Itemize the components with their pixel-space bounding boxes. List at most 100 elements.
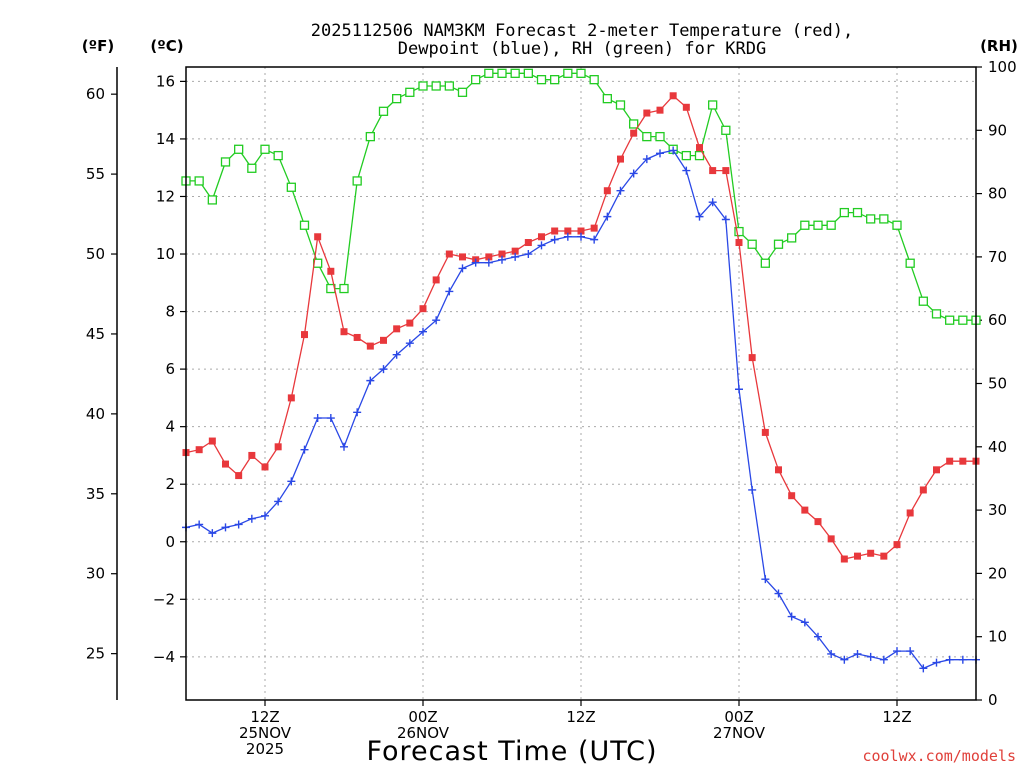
temperature-point	[261, 463, 269, 471]
x-tick-label: 12Z	[882, 708, 911, 726]
celsius-tick-label: 8	[165, 303, 175, 321]
rh-tick-label: 30	[988, 501, 1007, 519]
rh-point	[418, 81, 428, 91]
temperature-point	[893, 541, 901, 549]
temperature-point	[946, 457, 954, 465]
temperature-point	[630, 129, 638, 137]
temperature-point	[353, 333, 361, 341]
rh-point	[299, 220, 310, 230]
x-tick-label: 2025	[246, 740, 284, 758]
rh-point	[365, 131, 375, 142]
credit-text: coolwx.com/models	[862, 747, 1016, 765]
rh-point	[655, 131, 665, 142]
dewpoint-point	[261, 511, 269, 520]
rh-tick-label: 80	[988, 185, 1007, 203]
rh-point	[405, 87, 415, 97]
x-tick-label: 00Z	[408, 708, 437, 726]
fahrenheit-tick-label: 40	[86, 405, 105, 423]
rh-point	[444, 81, 454, 91]
rh-point	[536, 75, 547, 85]
rh-point	[339, 283, 349, 294]
temperature-point	[208, 437, 216, 445]
dewpoint-point	[340, 442, 348, 451]
dewpoint-point	[603, 212, 612, 221]
dewpoint-point	[287, 477, 296, 486]
temperature-point	[551, 227, 559, 235]
rh-point	[866, 214, 876, 224]
rh-point	[220, 157, 231, 167]
x-tick-label: 25NOV	[239, 724, 292, 742]
rh-point	[800, 220, 810, 230]
temperature-point	[445, 250, 453, 258]
temperature-point	[840, 555, 848, 563]
rh-point	[708, 100, 718, 110]
rh-tick-label: 50	[988, 375, 1007, 393]
temperature-point	[498, 250, 506, 258]
dewpoint-point	[524, 250, 533, 259]
dewpoint-point	[893, 647, 901, 656]
rh-tick-label: 60	[988, 311, 1007, 329]
x-tick-label: 26NOV	[397, 724, 450, 742]
temperature-point	[827, 535, 835, 543]
rh-point	[523, 68, 533, 78]
celsius-unit-label: (ºC)	[150, 37, 183, 55]
rh-point	[431, 81, 441, 91]
dewpoint-point	[300, 445, 309, 454]
temperature-point	[643, 109, 651, 117]
rh-point	[497, 68, 507, 78]
dewpoint-point	[353, 408, 362, 417]
dewpoint-point	[642, 155, 651, 164]
dewpoint-point	[919, 664, 928, 673]
dewpoint-point	[866, 652, 875, 661]
dewpoint-point	[840, 655, 849, 664]
rh-point	[945, 315, 955, 325]
temperature-point	[880, 552, 888, 560]
rh-point	[918, 296, 928, 306]
dewpoint-point	[471, 258, 480, 267]
fahrenheit-tick-label: 35	[86, 485, 105, 503]
rh-point	[471, 75, 481, 85]
rh-tick-label: 0	[988, 691, 998, 709]
rh-point	[839, 207, 849, 218]
rh-point	[550, 75, 560, 85]
temperature-point	[564, 227, 572, 235]
rh-point	[352, 176, 362, 186]
dewpoint-point	[563, 232, 572, 241]
temperature-point	[656, 106, 664, 114]
dewpoint-point	[590, 235, 599, 244]
rh-point	[484, 68, 494, 78]
temperature-point	[735, 239, 743, 247]
rh-point	[602, 94, 612, 104]
dewpoint-point	[419, 327, 427, 336]
dewpoint-point	[774, 589, 783, 598]
dewpoint-point	[853, 649, 862, 658]
dewpoint-point	[274, 497, 283, 506]
celsius-tick-label: 14	[156, 130, 175, 148]
temperature-point	[590, 224, 598, 232]
celsius-tick-label: −4	[153, 648, 175, 666]
x-tick-label: 12Z	[566, 708, 595, 726]
rh-point	[681, 150, 691, 161]
rh-point	[247, 163, 257, 173]
dewpoint-point	[748, 485, 757, 494]
dewpoint-point	[827, 649, 836, 658]
temperature-point	[248, 451, 256, 459]
dewpoint-point	[814, 632, 822, 641]
rh-point	[207, 195, 217, 205]
rh-point	[234, 144, 244, 154]
temperature-point	[406, 319, 414, 327]
rh-point	[576, 68, 586, 78]
temperature-point	[919, 486, 927, 494]
chart-title-line1: 2025112506 NAM3KM Forecast 2-meter Tempe…	[311, 21, 853, 41]
rh-unit-label: (RH)	[980, 37, 1018, 55]
temperature-point	[696, 144, 703, 152]
celsius-tick-label: −2	[153, 590, 175, 608]
rh-point	[286, 182, 296, 192]
dewpoint-point	[405, 339, 414, 348]
dewpoint-point	[458, 264, 467, 273]
temperature-point	[301, 331, 308, 339]
dewpoint-point	[945, 655, 954, 664]
temperature-point	[748, 354, 756, 362]
